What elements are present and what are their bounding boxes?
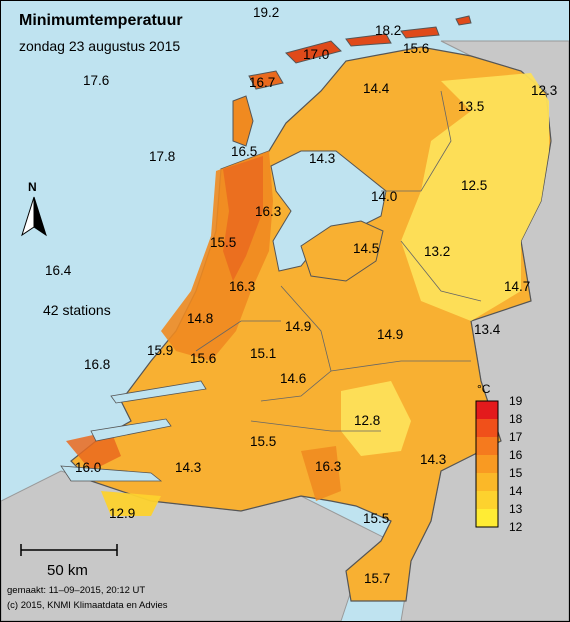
- station-value: 14.8: [187, 311, 214, 326]
- station-value: 17.6: [83, 73, 110, 88]
- cool-zone-northeast: [401, 73, 549, 321]
- scale-label: 50 km: [47, 562, 88, 579]
- north-arrow: [21, 196, 47, 237]
- station-value: 12.9: [109, 506, 136, 521]
- hot-zone-northholland: [223, 156, 263, 281]
- station-value: 14.9: [285, 319, 312, 334]
- stations-count: 42 stations: [43, 302, 111, 318]
- station-value: 15.6: [190, 351, 217, 366]
- station-value: 14.5: [353, 241, 380, 256]
- station-value: 16.5: [231, 144, 258, 159]
- station-value: 13.4: [474, 322, 501, 337]
- station-value: 12.5: [461, 178, 488, 193]
- station-value: 19.2: [253, 5, 280, 20]
- station-value: 17.8: [149, 149, 176, 164]
- station-value: 18.2: [375, 23, 402, 38]
- map-title: Minimumtemperatuur: [19, 12, 183, 29]
- station-value: 15.7: [364, 571, 391, 586]
- station-value: 14.9: [377, 327, 404, 342]
- footer-made: gemaakt: 11–09–2015, 20:12 UT: [7, 585, 146, 596]
- station-value: 14.4: [363, 81, 390, 96]
- station-value: 14.3: [175, 460, 202, 475]
- province-borders: [195, 90, 482, 432]
- station-value: 15.5: [250, 434, 277, 449]
- station-value: 16.0: [75, 460, 102, 475]
- legend-swatch: [476, 401, 498, 419]
- legend-tick-label: 15: [509, 466, 523, 480]
- legend-tick-label: 13: [509, 502, 523, 516]
- station-value: 16.3: [255, 204, 282, 219]
- island-vlieland: [248, 70, 284, 90]
- cool-zone-achterhoek: [341, 381, 411, 456]
- station-value: 12.8: [354, 413, 381, 428]
- island-texel: [232, 95, 254, 147]
- island-ameland: [345, 33, 392, 47]
- legend-tick-label: 19: [509, 394, 523, 408]
- station-value: 14.0: [371, 189, 398, 204]
- map-date: zondag 23 augustus 2015: [19, 38, 181, 54]
- island-rottum: [455, 15, 472, 26]
- legend-unit: °C: [477, 382, 491, 396]
- station-value: 17.0: [303, 47, 330, 62]
- legend-colorbar: [475, 400, 499, 528]
- legend-tick-label: 14: [509, 484, 523, 498]
- legend-tick-label: 17: [509, 430, 523, 444]
- station-value: 13.5: [458, 99, 485, 114]
- island-terschelling: [285, 40, 342, 64]
- haringvliet: [110, 380, 207, 404]
- station-value: 16.3: [229, 279, 256, 294]
- station-value: 16.3: [315, 459, 342, 474]
- oosterschelde: [90, 418, 172, 442]
- legend-swatch: [476, 437, 498, 455]
- station-value: 16.4: [45, 263, 72, 278]
- legend-frame: [475, 400, 499, 528]
- station-value: 15.6: [403, 41, 430, 56]
- station-value: 15.5: [363, 511, 390, 526]
- westerschelde: [60, 465, 163, 482]
- legend-swatch: [476, 491, 498, 509]
- hot-zone-zeeland: [66, 431, 121, 471]
- cool-zone-limburg-south: [101, 491, 161, 516]
- legend-swatch: [476, 509, 498, 527]
- station-value: 16.8: [84, 357, 111, 372]
- station-value: 12.3: [531, 83, 558, 98]
- legend-swatch: [476, 455, 498, 473]
- station-value: 14.6: [280, 371, 307, 386]
- north-label: N: [28, 180, 37, 194]
- station-value: 16.7: [249, 75, 276, 90]
- station-value: 14.3: [420, 452, 447, 467]
- legend-swatch: [476, 473, 498, 491]
- station-value: 15.9: [147, 343, 174, 358]
- legend-tick-label: 16: [509, 448, 523, 462]
- scale-bar: [20, 544, 118, 556]
- hot-zone-limburg: [301, 446, 341, 501]
- legend-tick-label: 18: [509, 412, 523, 426]
- flevoland: [300, 220, 384, 282]
- legend-tick-label: 12: [509, 520, 523, 534]
- station-value: 14.3: [309, 151, 336, 166]
- legend-swatch: [476, 419, 498, 437]
- station-value: 15.1: [250, 346, 277, 361]
- station-value: 15.5: [210, 235, 237, 250]
- footer-copyright: (c) 2015, KNMI Klimaatdata en Advies: [7, 600, 168, 611]
- station-value: 13.2: [424, 244, 451, 259]
- island-schiermonnikoog: [400, 26, 440, 39]
- station-value: 14.7: [504, 279, 531, 294]
